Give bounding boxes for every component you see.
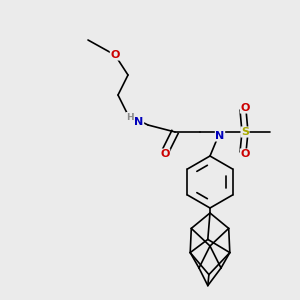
Text: O: O: [240, 149, 250, 159]
Text: N: N: [215, 131, 225, 141]
Text: O: O: [110, 50, 120, 60]
Text: N: N: [134, 117, 144, 127]
Text: H: H: [126, 112, 134, 122]
Text: O: O: [160, 149, 170, 159]
Text: O: O: [240, 103, 250, 113]
Text: S: S: [241, 127, 249, 137]
